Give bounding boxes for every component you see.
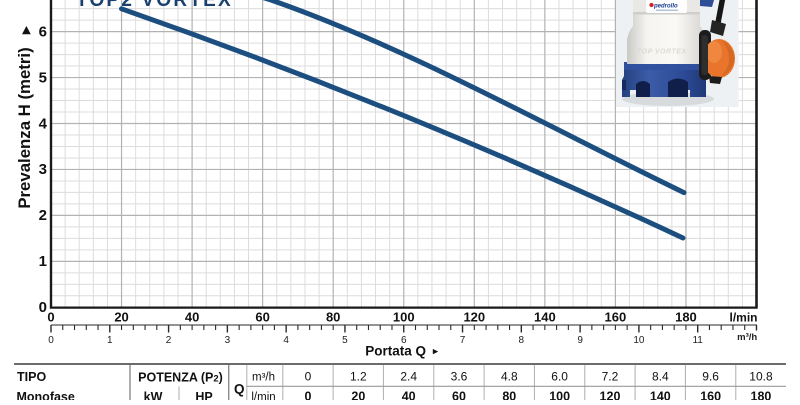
svg-text:4: 4 — [39, 115, 48, 132]
svg-text:5: 5 — [39, 69, 47, 86]
svg-text:120: 120 — [463, 309, 485, 324]
svg-text:4: 4 — [283, 335, 289, 346]
svg-text:Portata Q: Portata Q — [365, 343, 426, 358]
svg-text:2.4: 2.4 — [400, 370, 417, 384]
svg-text:l/min: l/min — [729, 310, 757, 324]
svg-text:6: 6 — [401, 335, 407, 346]
svg-text:60: 60 — [452, 390, 466, 400]
svg-text:80: 80 — [326, 309, 340, 324]
svg-text:0: 0 — [48, 335, 54, 346]
svg-text:9: 9 — [577, 335, 583, 346]
svg-text:40: 40 — [402, 390, 416, 400]
svg-text:1.2: 1.2 — [350, 370, 367, 384]
svg-text:0: 0 — [305, 390, 312, 400]
svg-text:0: 0 — [305, 370, 312, 384]
svg-text:3.6: 3.6 — [451, 370, 468, 384]
svg-text:Monofase: Monofase — [17, 390, 75, 400]
svg-text:8: 8 — [519, 335, 525, 346]
svg-text:40: 40 — [185, 309, 199, 324]
svg-text:9.6: 9.6 — [702, 370, 719, 384]
svg-text:kW: kW — [144, 390, 163, 400]
svg-text:10: 10 — [633, 335, 645, 346]
svg-text:0: 0 — [39, 299, 47, 316]
svg-text:20: 20 — [114, 309, 128, 324]
svg-text:TOP VORTEX: TOP VORTEX — [637, 49, 687, 56]
svg-text:100: 100 — [549, 390, 570, 400]
svg-text:TIPO: TIPO — [17, 370, 46, 384]
svg-text:120: 120 — [600, 390, 621, 400]
svg-text:6.0: 6.0 — [551, 370, 568, 384]
svg-text:80: 80 — [502, 390, 516, 400]
svg-text:3: 3 — [225, 335, 231, 346]
svg-text:1: 1 — [39, 253, 47, 270]
svg-text:TOP2 VORTEX: TOP2 VORTEX — [76, 0, 233, 11]
svg-text:20: 20 — [351, 390, 365, 400]
svg-text:180: 180 — [675, 309, 697, 324]
svg-text:Prevalenza H (metri): Prevalenza H (metri) — [15, 47, 34, 208]
svg-text:5: 5 — [342, 335, 348, 346]
svg-text:140: 140 — [534, 309, 556, 324]
svg-text:1: 1 — [107, 335, 113, 346]
svg-text:HP: HP — [195, 390, 212, 400]
svg-text:10.8: 10.8 — [749, 370, 773, 384]
svg-text:4.8: 4.8 — [501, 370, 518, 384]
svg-text:6: 6 — [39, 23, 47, 40]
svg-text:Q: Q — [234, 382, 245, 397]
svg-text:140: 140 — [650, 390, 671, 400]
svg-text:0: 0 — [47, 309, 54, 324]
svg-text:60: 60 — [255, 309, 269, 324]
svg-text:POTENZA (P2): POTENZA (P2) — [138, 370, 223, 384]
svg-text:11: 11 — [692, 335, 703, 346]
svg-text:2: 2 — [39, 207, 47, 224]
svg-text:pedrollo: pedrollo — [653, 3, 678, 9]
svg-text:m³/h: m³/h — [737, 332, 757, 343]
svg-text:m³/h: m³/h — [252, 372, 275, 384]
svg-text:160: 160 — [700, 390, 721, 400]
svg-text:3: 3 — [39, 161, 47, 178]
svg-text:100: 100 — [393, 309, 415, 324]
svg-text:7.2: 7.2 — [602, 370, 619, 384]
svg-text:160: 160 — [605, 309, 627, 324]
svg-text:2: 2 — [166, 335, 172, 346]
svg-text:8.4: 8.4 — [652, 370, 669, 384]
svg-text:7: 7 — [460, 335, 466, 346]
svg-text:180: 180 — [751, 390, 772, 400]
svg-text:l/min: l/min — [251, 391, 275, 400]
